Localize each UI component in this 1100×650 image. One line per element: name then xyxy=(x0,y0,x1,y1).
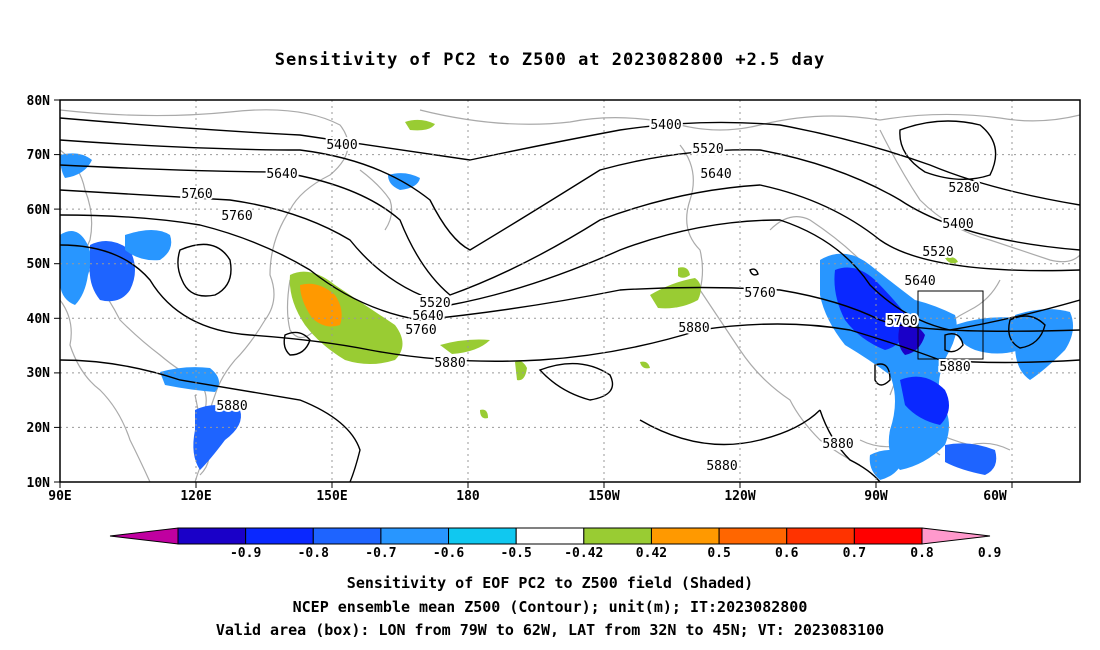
colorbar-box xyxy=(515,527,585,545)
latitude-labels: 80N 70N 60N 50N 40N 30N 20N 10N xyxy=(27,94,51,491)
colorbar-tick-label: -0.6 xyxy=(433,546,464,561)
contour-label: 5520 xyxy=(922,245,953,260)
contour-label: 5640 xyxy=(412,309,443,324)
valid-area-box xyxy=(917,290,984,360)
colorbar-box xyxy=(650,527,720,545)
colorbar-tick-label: -0.5 xyxy=(501,546,532,561)
lon-label: 180 xyxy=(456,489,480,504)
contour-label: 5760 xyxy=(886,314,917,329)
colorbar-tick-label: -0.9 xyxy=(230,546,261,561)
contour-label: 5520 xyxy=(692,142,723,157)
colorbar-box xyxy=(312,527,382,545)
contour-label: 5760 xyxy=(744,286,775,301)
lon-label: 120E xyxy=(180,489,211,504)
contour-labels: 5400 5640 5760 5760 5520 5640 5760 5880 … xyxy=(179,116,981,476)
contour-label: 5400 xyxy=(650,118,681,133)
colorbar-tick-label: 0.5 xyxy=(707,546,730,561)
colorbar-tick-label: 0.42 xyxy=(636,546,667,561)
contour-label: 5880 xyxy=(678,321,709,336)
colorbar-box xyxy=(583,527,652,545)
contour-label: 5880 xyxy=(706,459,737,474)
colorbar-tick-label: 0.8 xyxy=(910,546,934,561)
caption-contour: NCEP ensemble mean Z500 (Contour); unit(… xyxy=(292,598,808,616)
colorbar-box xyxy=(245,527,314,545)
contour-label: 5880 xyxy=(822,437,853,452)
contour-label: 5640 xyxy=(904,274,935,289)
lon-label: 120W xyxy=(724,489,755,504)
contour-label: 5640 xyxy=(700,167,731,182)
colorbar-tick-label: -0.8 xyxy=(298,546,329,561)
colorbar-box xyxy=(448,527,517,545)
lon-label: 60W xyxy=(983,489,1007,504)
colorbar-min-triangle xyxy=(109,527,179,545)
map-title: Sensitivity of PC2 to Z500 at 2023082800… xyxy=(274,50,826,70)
colorbar-box xyxy=(718,527,788,545)
lat-label: 40N xyxy=(27,312,51,327)
contour-label: 5880 xyxy=(939,360,970,375)
contour-label: 5400 xyxy=(942,217,973,232)
lat-label: 70N xyxy=(27,148,51,163)
lon-label: 90E xyxy=(48,489,71,504)
colorbar-box xyxy=(853,527,923,545)
contour-label: 5760 xyxy=(221,209,252,224)
tick-marks xyxy=(54,99,1013,488)
caption-valid-area: Valid area (box): LON from 79W to 62W, L… xyxy=(215,621,885,639)
lat-label: 20N xyxy=(27,421,51,436)
z500-contours xyxy=(60,117,1080,482)
longitude-labels: 90E 120E 150E 180 150W 120W 90W 60W xyxy=(48,489,1007,504)
lon-label: 150E xyxy=(316,489,347,504)
plot-frame xyxy=(59,99,1081,483)
lat-label: 50N xyxy=(27,257,51,272)
caption-shaded: Sensitivity of EOF PC2 to Z500 field (Sh… xyxy=(346,574,754,592)
contour-label: 5760 xyxy=(405,323,436,338)
contour-label: 5280 xyxy=(948,181,979,196)
grid-lines xyxy=(60,100,1080,482)
colorbar-tick-label: 0.6 xyxy=(775,546,799,561)
contour-label: 5640 xyxy=(266,167,297,182)
contour-label: 5880 xyxy=(434,356,465,371)
contour-label: 5400 xyxy=(326,138,357,153)
colorbar-tick-label: 0.7 xyxy=(843,546,866,561)
colorbar-box xyxy=(786,527,855,545)
lon-label: 90W xyxy=(864,489,888,504)
colorbar-max-triangle xyxy=(921,527,991,545)
colorbar-box xyxy=(177,527,247,545)
contour-label: 5760 xyxy=(181,187,212,202)
colorbar-tick-label: 0.9 xyxy=(978,546,1001,561)
colorbar xyxy=(109,527,991,545)
lat-label: 30N xyxy=(27,366,51,381)
contour-label: 5880 xyxy=(216,399,247,414)
lat-label: 80N xyxy=(27,94,51,109)
colorbar-box xyxy=(380,527,450,545)
sensitivity-shading xyxy=(60,119,1074,480)
contour-label: 5520 xyxy=(419,296,450,311)
lat-label: 60N xyxy=(27,203,51,218)
lon-label: 150W xyxy=(588,489,619,504)
colorbar-labels: -0.9 -0.8 -0.7 -0.6 -0.5 -0.42 0.42 0.5 0.6 0.7 0.… xyxy=(230,546,1001,561)
lat-label: 10N xyxy=(27,476,51,491)
colorbar-tick-label: -0.7 xyxy=(365,546,396,561)
colorbar-tick-label: -0.42 xyxy=(564,546,603,561)
